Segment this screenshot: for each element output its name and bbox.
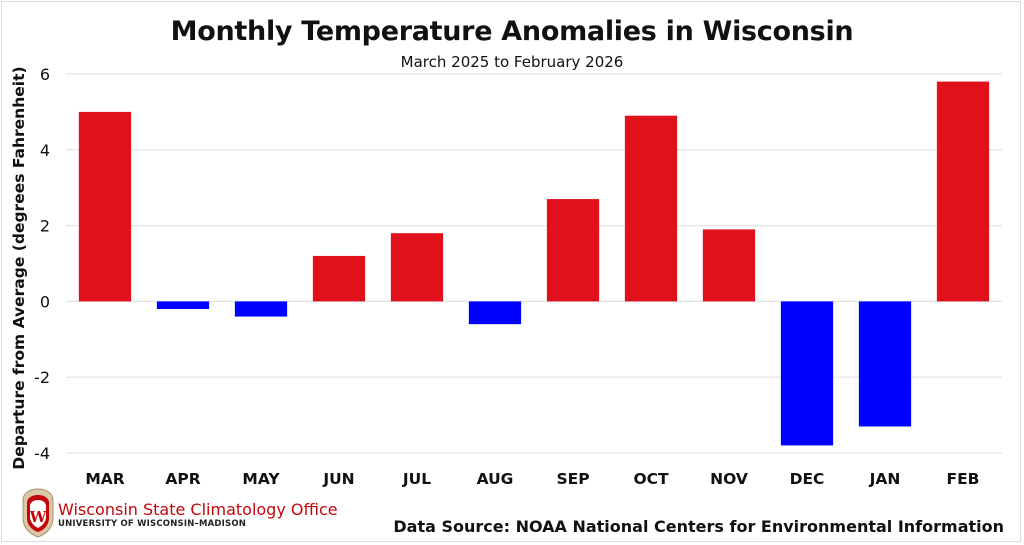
- y-tick-label: -4: [34, 444, 50, 463]
- bar-oct: [624, 115, 678, 302]
- bar-sep: [546, 199, 600, 302]
- y-tick-labels: 6 4 2 0 -2 -4: [34, 65, 50, 463]
- y-tick-label: -2: [34, 368, 50, 387]
- x-tick-label: AUG: [477, 470, 514, 488]
- x-tick-label: APR: [165, 470, 200, 488]
- bar-jun: [312, 255, 366, 302]
- bar-jan: [858, 301, 912, 427]
- bar-mar: [78, 111, 132, 302]
- uw-crest-icon: W: [22, 488, 54, 538]
- x-tick-label: MAY: [242, 470, 280, 488]
- bar-feb: [936, 81, 990, 302]
- y-tick-label: 4: [40, 141, 50, 160]
- bar-may: [234, 301, 288, 317]
- x-tick-label: FEB: [947, 470, 980, 488]
- chart-title: Monthly Temperature Anomalies in Wiscons…: [170, 16, 854, 47]
- gridlines: [66, 73, 1002, 454]
- x-tick-label: JUL: [402, 470, 431, 488]
- x-tick-label: NOV: [710, 470, 748, 488]
- x-tick-label: SEP: [556, 470, 589, 488]
- bar-nov: [702, 229, 756, 302]
- x-tick-labels: MAR APR MAY JUN JUL AUG SEP OCT NOV DEC JAN FEB: [85, 470, 979, 488]
- bar-dec: [780, 301, 834, 446]
- x-tick-label: OCT: [633, 470, 669, 488]
- org-subtitle: UNIVERSITY OF WISCONSIN–MADISON: [58, 519, 247, 529]
- x-tick-label: JAN: [869, 470, 901, 488]
- x-tick-label: MAR: [85, 470, 124, 488]
- svg-text:W: W: [29, 508, 48, 526]
- org-name: Wisconsin State Climatology Office: [58, 500, 338, 519]
- x-tick-label: DEC: [790, 470, 825, 488]
- chart-subtitle: March 2025 to February 2026: [400, 53, 624, 71]
- x-tick-label: JUN: [322, 470, 354, 488]
- y-tick-label: 2: [40, 217, 50, 236]
- bars: [78, 81, 990, 446]
- bar-aug: [468, 301, 522, 325]
- data-source: Data Source: NOAA National Centers for E…: [393, 517, 1004, 536]
- y-tick-label: 0: [40, 292, 50, 311]
- bar-jul: [390, 233, 444, 302]
- y-tick-label: 6: [40, 65, 50, 84]
- bar-apr: [156, 301, 210, 309]
